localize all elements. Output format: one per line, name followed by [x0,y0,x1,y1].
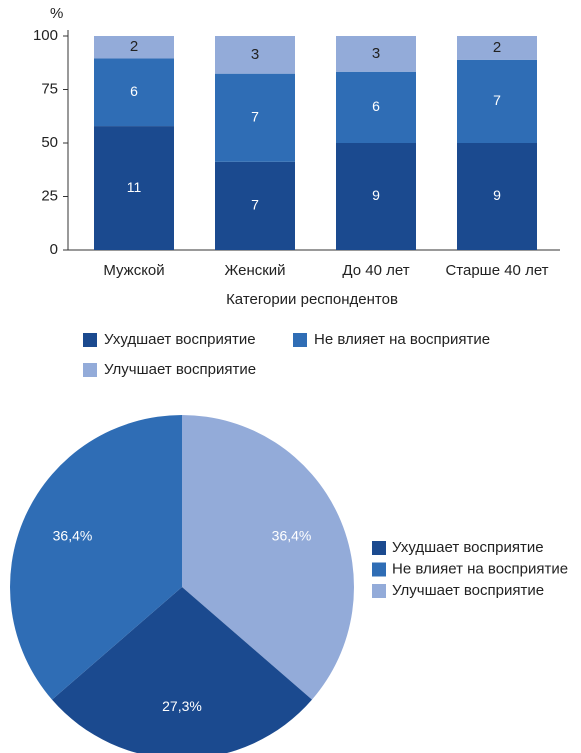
count-label: 3 [372,45,380,62]
y-unit: % [50,5,63,22]
y-tick-label: 100 [33,27,58,44]
count-label: 9 [372,187,380,203]
legend-swatch [372,584,386,598]
legend-swatch [372,562,386,577]
legend-label: Не влияет на восприятие [392,560,568,577]
y-tick-label: 50 [41,134,58,151]
x-tick-label: Женский [224,262,285,279]
legend-label: Не влияет на восприятие [314,331,490,348]
legend-label: Ухудшает восприятие [392,539,544,556]
y-tick-label: 0 [50,241,58,258]
bar-segment [94,58,174,127]
count-label: 6 [130,83,138,99]
bar-segment [336,71,416,143]
bar-segment [457,59,537,144]
count-label: 2 [493,39,501,56]
x-axis-title: Категории респондентов [226,291,398,308]
legend-swatch [83,363,97,377]
bar-segment [215,36,295,74]
pie-slice [10,415,183,700]
pie-label: 36,4% [272,528,312,544]
bar-segment [215,161,295,250]
legend-label: Улучшает восприятие [104,361,256,378]
legend-swatch [372,541,386,555]
x-tick-label: Старше 40 лет [445,262,548,279]
pie-label: 27,3% [162,698,202,714]
count-label: 7 [251,197,259,213]
y-tick-label: 75 [41,80,58,97]
pie-label: 36,4% [53,528,93,544]
bar-segment [457,143,537,250]
legend-label: Улучшает восприятие [392,582,544,599]
count-label: 2 [130,38,138,55]
bar-segment [94,126,174,250]
x-tick-label: До 40 лет [342,262,409,279]
bar-segment [336,36,416,72]
count-label: 11 [127,179,142,195]
count-label: 3 [251,46,259,63]
bar-segment [94,36,174,59]
bar-segment [336,143,416,250]
count-label: 7 [493,92,501,108]
legend-label: Ухудшает восприятие [104,331,256,348]
pie-slice [182,415,354,700]
legend-swatch [83,333,97,347]
legend-swatch [293,333,307,347]
count-label: 6 [372,98,380,114]
bar-segment [215,73,295,162]
count-label: 7 [251,108,259,124]
bar-segment [457,36,537,60]
pie-slice [52,587,312,753]
y-tick-label: 25 [41,187,58,204]
count-label: 9 [493,187,501,203]
x-tick-label: Мужской [103,262,164,279]
